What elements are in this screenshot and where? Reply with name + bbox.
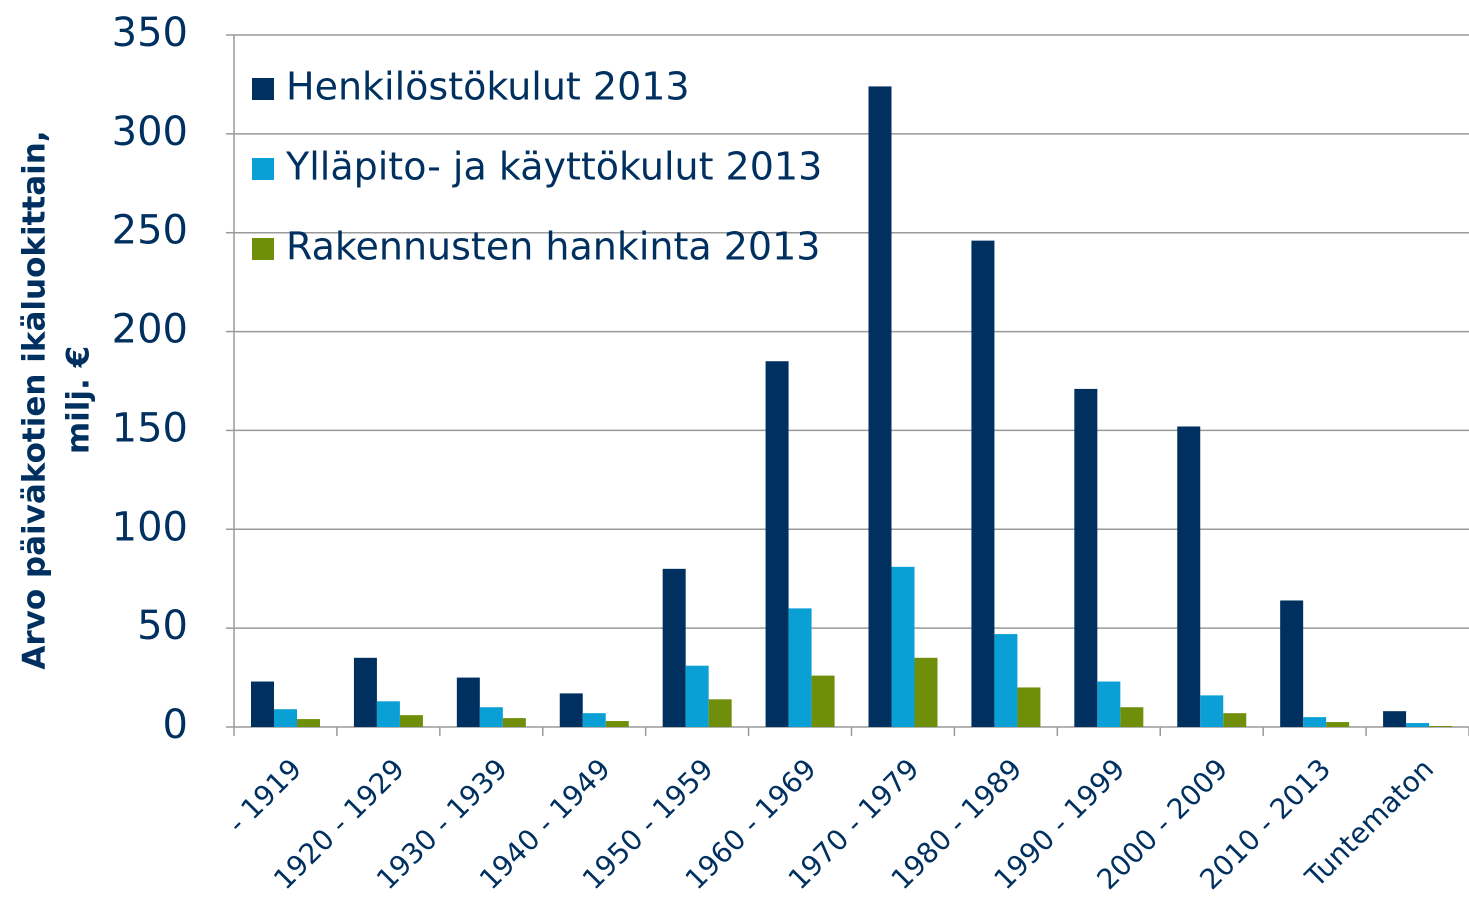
bar: [662, 568, 686, 727]
bar: [251, 681, 274, 727]
y-tick-label: 300: [112, 109, 188, 155]
bar: [685, 665, 709, 727]
bar: [1429, 726, 1453, 727]
y-axis-label: Arvo päiväkotien ikäluokittain,: [17, 130, 53, 669]
bar: [1097, 681, 1121, 727]
bar: [708, 699, 732, 727]
bar: [1303, 717, 1327, 727]
bar: [868, 86, 892, 728]
bar: [1017, 687, 1041, 727]
bar: [479, 707, 503, 727]
bar: [1120, 707, 1144, 727]
bar: [1383, 711, 1407, 727]
bar: [1074, 388, 1098, 727]
bar: [891, 566, 915, 727]
bar: [1326, 722, 1350, 727]
bar: [971, 240, 995, 727]
legend-label: Ylläpito- ja käyttökulut 2013: [285, 145, 822, 189]
y-tick-label: 200: [112, 307, 188, 353]
bar: [502, 718, 526, 727]
bar: [456, 677, 480, 727]
bar: [1177, 426, 1201, 727]
y-tick-label: 50: [137, 603, 188, 649]
bar: [914, 657, 938, 727]
bar: [399, 715, 423, 727]
bar: [788, 608, 812, 727]
bar: [559, 693, 583, 727]
y-axis-label: milj. €: [61, 346, 97, 454]
bar: [1280, 600, 1304, 727]
bar: [811, 675, 835, 727]
bar: [274, 709, 297, 727]
bar: [582, 713, 606, 727]
y-tick-label: 350: [112, 10, 188, 56]
legend-swatch: [252, 78, 274, 100]
y-tick-label: 150: [112, 405, 188, 451]
bar: [1200, 695, 1224, 727]
bar: [765, 361, 789, 727]
legend-label: Henkilöstökulut 2013: [286, 65, 690, 109]
bar: [1223, 713, 1247, 727]
bar: [353, 657, 377, 727]
bar: [994, 634, 1018, 727]
bar: [376, 701, 400, 727]
legend-swatch: [252, 238, 274, 260]
bar: [1406, 723, 1430, 727]
y-tick-label: 250: [112, 208, 188, 254]
y-tick-label: 100: [112, 504, 188, 550]
bar: [605, 721, 629, 727]
bar: [297, 719, 320, 727]
y-tick-label: 0: [163, 702, 188, 748]
x-tick-label: - 1919: [221, 752, 308, 839]
legend-label: Rakennusten hankinta 2013: [286, 225, 820, 269]
legend-swatch: [252, 158, 274, 180]
